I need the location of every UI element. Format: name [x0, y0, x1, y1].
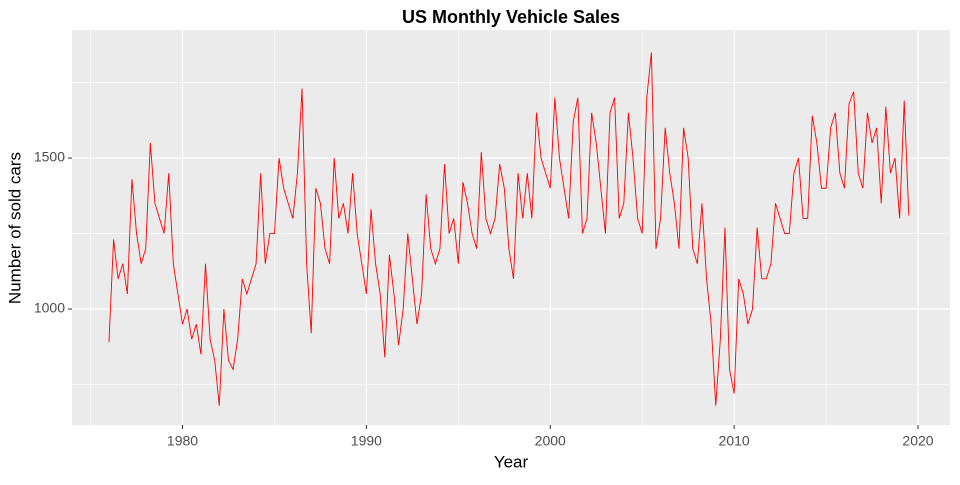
- x-tick-label: 2020: [902, 433, 933, 449]
- data-line: [108, 52, 910, 406]
- x-tick-label: 1980: [167, 433, 198, 449]
- chart-title: US Monthly Vehicle Sales: [402, 7, 620, 27]
- x-tick-label: 2010: [719, 433, 750, 449]
- x-axis-label: Year: [494, 452, 529, 471]
- y-axis-label: Number of sold cars: [5, 152, 24, 304]
- y-tick-label: 1000: [34, 300, 65, 316]
- y-tick-label: 1500: [34, 149, 65, 165]
- x-tick-label: 1990: [351, 433, 382, 449]
- x-tick-label: 2000: [535, 433, 566, 449]
- panel: [72, 30, 950, 425]
